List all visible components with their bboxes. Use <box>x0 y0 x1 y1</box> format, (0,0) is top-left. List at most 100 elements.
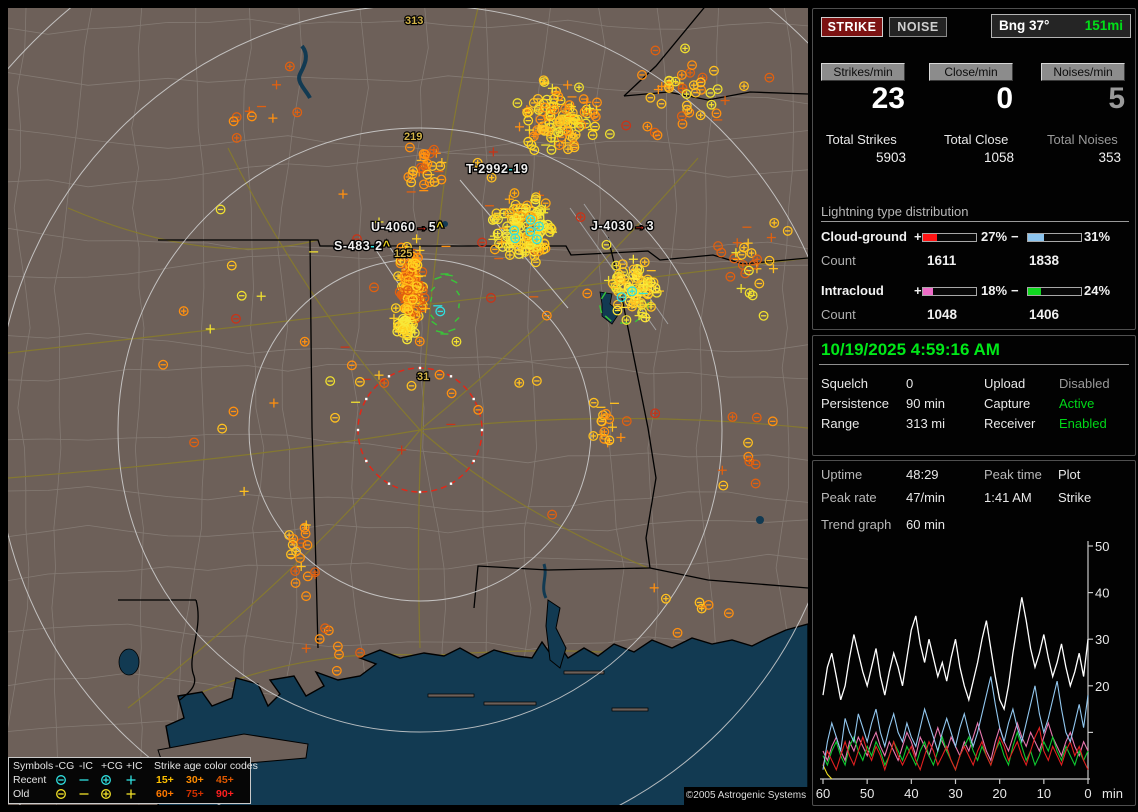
ic-plus-bar <box>922 287 977 296</box>
system-status-panel: 10/19/2025 4:59:16 AM Squelch 0 Upload D… <box>812 335 1136 456</box>
legend-col-cg-plus: +CG <box>101 760 123 772</box>
legend-age-title: Strike age color codes <box>154 760 258 772</box>
ic-minus-sign: − <box>1011 283 1019 298</box>
svg-text:U-4060→5^: U-4060→5^ <box>371 220 444 234</box>
legend-col-cg-minus: -CG <box>55 760 75 772</box>
range-value: 313 mi <box>906 416 946 431</box>
state-borders <box>118 8 808 701</box>
ic-minus-bar <box>1027 287 1082 296</box>
svg-text:J-4030→3: J-4030→3 <box>591 219 654 233</box>
svg-text:30: 30 <box>948 786 962 801</box>
receiver-status: Enabled <box>1059 416 1107 431</box>
cg-minus-pct: 31% <box>1084 229 1111 244</box>
datetime-rule <box>819 364 1129 365</box>
datetime-display: 10/19/2025 4:59:16 AM <box>821 340 1000 359</box>
svg-text:S-483-2^: S-483-2^ <box>334 239 391 253</box>
age-code-75+: 75+ <box>186 788 204 800</box>
upload-status: Disabled <box>1059 376 1110 391</box>
noises-per-min-value: 5 <box>1108 82 1125 115</box>
ic-count-label: Count <box>821 307 856 322</box>
lightning-map[interactable]: 313 219 125 31 T-2992-19 U-4060→5^ S-483-2^ J-4… <box>8 8 808 805</box>
svg-text:31: 31 <box>417 371 429 383</box>
persistence-label: Persistence <box>821 396 889 411</box>
cg-plus-pct: 27% <box>981 229 1008 244</box>
bearing-display: Bng 37° 151mi <box>991 14 1131 38</box>
ic-plus-sign: + <box>914 283 922 298</box>
squelch-label: Squelch <box>821 376 868 391</box>
trend-series-cg-positive <box>822 725 1089 772</box>
trend-series-noises <box>822 764 833 780</box>
plot-mode-value: Strike <box>1058 490 1092 505</box>
strike-stats-panel: STRIKE NOISE Bng 37° 151mi Strikes/min C… <box>812 8 1136 330</box>
close-per-min-value: 0 <box>996 82 1013 115</box>
strikes-per-min-value: 23 <box>871 82 905 115</box>
age-code-60+: 60+ <box>156 788 174 800</box>
peak-rate-label: Peak rate <box>821 490 877 505</box>
legend-symbols-label: Symbols <box>13 760 54 772</box>
noises-per-min-button[interactable]: Noises/min <box>1041 63 1125 81</box>
svg-text:40: 40 <box>1095 586 1109 601</box>
storm-cell-labels: T-2992-19 U-4060→5^ S-483-2^ J-4030→3 <box>333 161 655 255</box>
svg-text:0: 0 <box>1084 786 1091 801</box>
bearing-distance: 151mi <box>1084 18 1123 33</box>
map-symbol-legend: Symbols -CG -IC +CG +IC Strike age color… <box>8 757 258 804</box>
capture-label: Capture <box>984 396 1031 411</box>
age-code-15+: 15+ <box>156 774 174 786</box>
water-bodies <box>118 44 808 805</box>
uptime-value: 48:29 <box>906 467 939 482</box>
trend-series-total-strikes <box>822 597 1089 712</box>
strike-mode-button[interactable]: STRIKE <box>821 17 883 37</box>
total-strikes-label: Total Strikes <box>826 132 897 147</box>
svg-text:50: 50 <box>860 786 874 801</box>
trend-graph-label: Trend graph <box>821 517 892 532</box>
trend-graph: 50 40 30 20 60 50 40 30 20 10 0 min <box>816 539 1123 801</box>
svg-text:20: 20 <box>1095 679 1109 694</box>
ic-minus-count: 1406 <box>1029 307 1060 322</box>
intracloud-label: Intracloud <box>821 283 884 298</box>
distribution-title: Lightning type distribution <box>821 204 969 219</box>
cg-minus-count: 1838 <box>1029 253 1060 268</box>
persistence-value: 90 min <box>906 396 946 411</box>
strike-symbols-layer <box>158 43 793 676</box>
legend-col-ic-minus: -IC <box>79 760 93 772</box>
plot-mode-label: Plot <box>1058 467 1081 482</box>
range-rings <box>8 8 808 805</box>
ring-distance-labels: 313 219 125 31 <box>393 14 431 384</box>
ic-minus-pct: 24% <box>1084 283 1111 298</box>
cg-minus-bar <box>1027 233 1082 242</box>
svg-text:50: 50 <box>1095 539 1109 554</box>
svg-text:30: 30 <box>1095 632 1109 647</box>
age-code-90+: 90+ <box>216 788 234 800</box>
strikes-per-min-button[interactable]: Strikes/min <box>821 63 905 81</box>
cg-plus-count: 1611 <box>927 253 957 268</box>
uptime-label: Uptime <box>821 467 863 482</box>
trend-graph-window: 60 min <box>906 517 946 532</box>
capture-status: Active <box>1059 396 1095 411</box>
svg-text:60: 60 <box>816 786 830 801</box>
legend-symbols <box>56 775 136 799</box>
map-canvas[interactable]: 313 219 125 31 T-2992-19 U-4060→5^ S-483-2^ J-4… <box>8 8 808 805</box>
svg-text:10: 10 <box>1037 786 1051 801</box>
receiver-label: Receiver <box>984 416 1036 431</box>
ic-plus-pct: 18% <box>981 283 1008 298</box>
noise-mode-button[interactable]: NOISE <box>889 17 947 37</box>
age-code-30+: 30+ <box>186 774 204 786</box>
svg-text:219: 219 <box>404 131 422 143</box>
cg-minus-sign: − <box>1011 229 1019 244</box>
cloud-ground-label: Cloud-ground <box>821 229 907 244</box>
svg-text:20: 20 <box>992 786 1006 801</box>
svg-text:T-2992-19: T-2992-19 <box>466 162 528 176</box>
legend-recent-label: Recent <box>13 774 47 786</box>
legend-col-ic-plus: +IC <box>126 760 143 772</box>
svg-text:40: 40 <box>904 786 918 801</box>
close-per-min-button[interactable]: Close/min <box>929 63 1013 81</box>
copyright-label: ©2005 Astrogenic Systems <box>684 787 808 805</box>
trend-graph-panel: Uptime 48:29 Peak time Plot Peak rate 47… <box>812 460 1136 806</box>
legend-old-label: Old <box>13 788 30 800</box>
peak-time-label: Peak time <box>984 467 1042 482</box>
total-close-value: 1058 <box>983 150 1014 165</box>
peak-rate-value: 47/min <box>906 490 946 505</box>
total-noises-label: Total Noises <box>1047 132 1118 147</box>
range-label: Range <box>821 416 860 431</box>
